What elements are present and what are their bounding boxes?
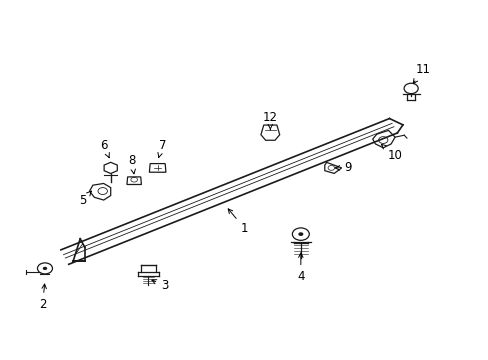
Text: 9: 9 (335, 161, 351, 174)
Text: 5: 5 (79, 191, 91, 207)
Circle shape (42, 267, 47, 270)
Text: 10: 10 (381, 144, 401, 162)
Text: 8: 8 (128, 154, 135, 174)
Text: 6: 6 (100, 139, 109, 158)
Text: 4: 4 (297, 253, 304, 283)
Text: 7: 7 (158, 139, 166, 158)
Text: 2: 2 (39, 284, 46, 311)
Text: 3: 3 (151, 279, 168, 292)
Text: 11: 11 (412, 63, 429, 84)
Text: 12: 12 (262, 111, 277, 130)
Text: 1: 1 (228, 209, 248, 235)
Circle shape (298, 232, 303, 236)
